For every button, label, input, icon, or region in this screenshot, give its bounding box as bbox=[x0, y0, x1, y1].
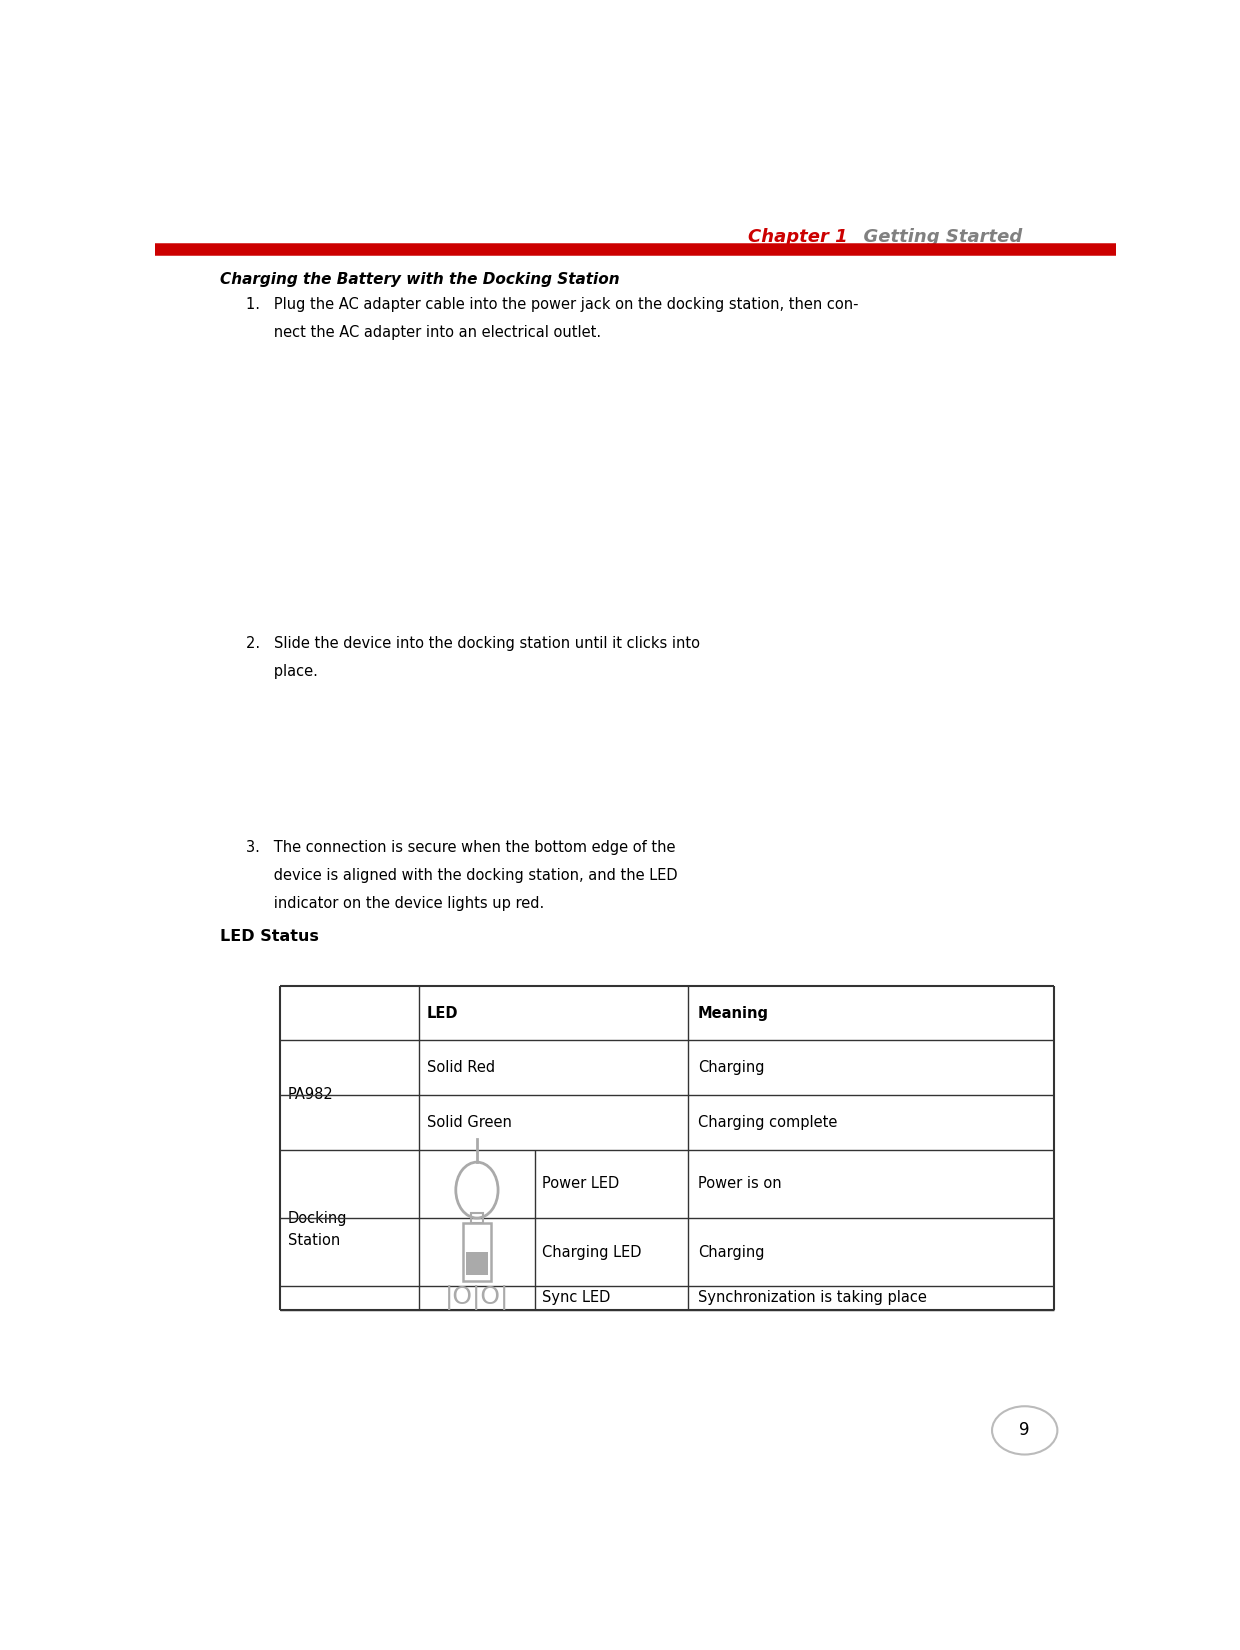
Text: |O|O|: |O|O| bbox=[445, 1285, 510, 1310]
Text: Getting Started: Getting Started bbox=[851, 228, 1022, 246]
Text: 3.   The connection is secure when the bottom edge of the: 3. The connection is secure when the bot… bbox=[247, 840, 676, 855]
Bar bbox=[466, 1252, 487, 1275]
Bar bbox=[463, 1223, 491, 1282]
Text: Synchronization is taking place: Synchronization is taking place bbox=[698, 1290, 926, 1305]
Text: Docking
Station: Docking Station bbox=[288, 1211, 347, 1249]
Text: PA982: PA982 bbox=[288, 1087, 334, 1102]
Text: Meaning: Meaning bbox=[698, 1005, 769, 1021]
Text: Solid Green: Solid Green bbox=[427, 1115, 512, 1130]
Text: Sync LED: Sync LED bbox=[542, 1290, 610, 1305]
Text: Charging LED: Charging LED bbox=[542, 1244, 642, 1259]
Text: Solid Red: Solid Red bbox=[427, 1061, 495, 1076]
Bar bbox=[471, 1213, 482, 1223]
Text: nect the AC adapter into an electrical outlet.: nect the AC adapter into an electrical o… bbox=[247, 325, 601, 340]
Text: Charging the Battery with the Docking Station: Charging the Battery with the Docking St… bbox=[221, 272, 620, 287]
Text: Charging: Charging bbox=[698, 1061, 765, 1076]
Text: Chapter 1: Chapter 1 bbox=[748, 228, 848, 246]
Text: place.: place. bbox=[247, 665, 319, 680]
Text: LED: LED bbox=[427, 1005, 459, 1021]
Text: Charging: Charging bbox=[698, 1244, 765, 1259]
Text: Charging complete: Charging complete bbox=[698, 1115, 837, 1130]
Text: 9: 9 bbox=[1019, 1421, 1030, 1439]
Text: Power is on: Power is on bbox=[698, 1176, 781, 1191]
Text: indicator on the device lights up red.: indicator on the device lights up red. bbox=[247, 896, 544, 911]
Text: Power LED: Power LED bbox=[542, 1176, 620, 1191]
Text: 1.   Plug the AC adapter cable into the power jack on the docking station, then : 1. Plug the AC adapter cable into the po… bbox=[247, 297, 859, 312]
Text: 2.   Slide the device into the docking station until it clicks into: 2. Slide the device into the docking sta… bbox=[247, 637, 701, 652]
Text: device is aligned with the docking station, and the LED: device is aligned with the docking stati… bbox=[247, 868, 678, 883]
Text: LED Status: LED Status bbox=[221, 929, 319, 944]
